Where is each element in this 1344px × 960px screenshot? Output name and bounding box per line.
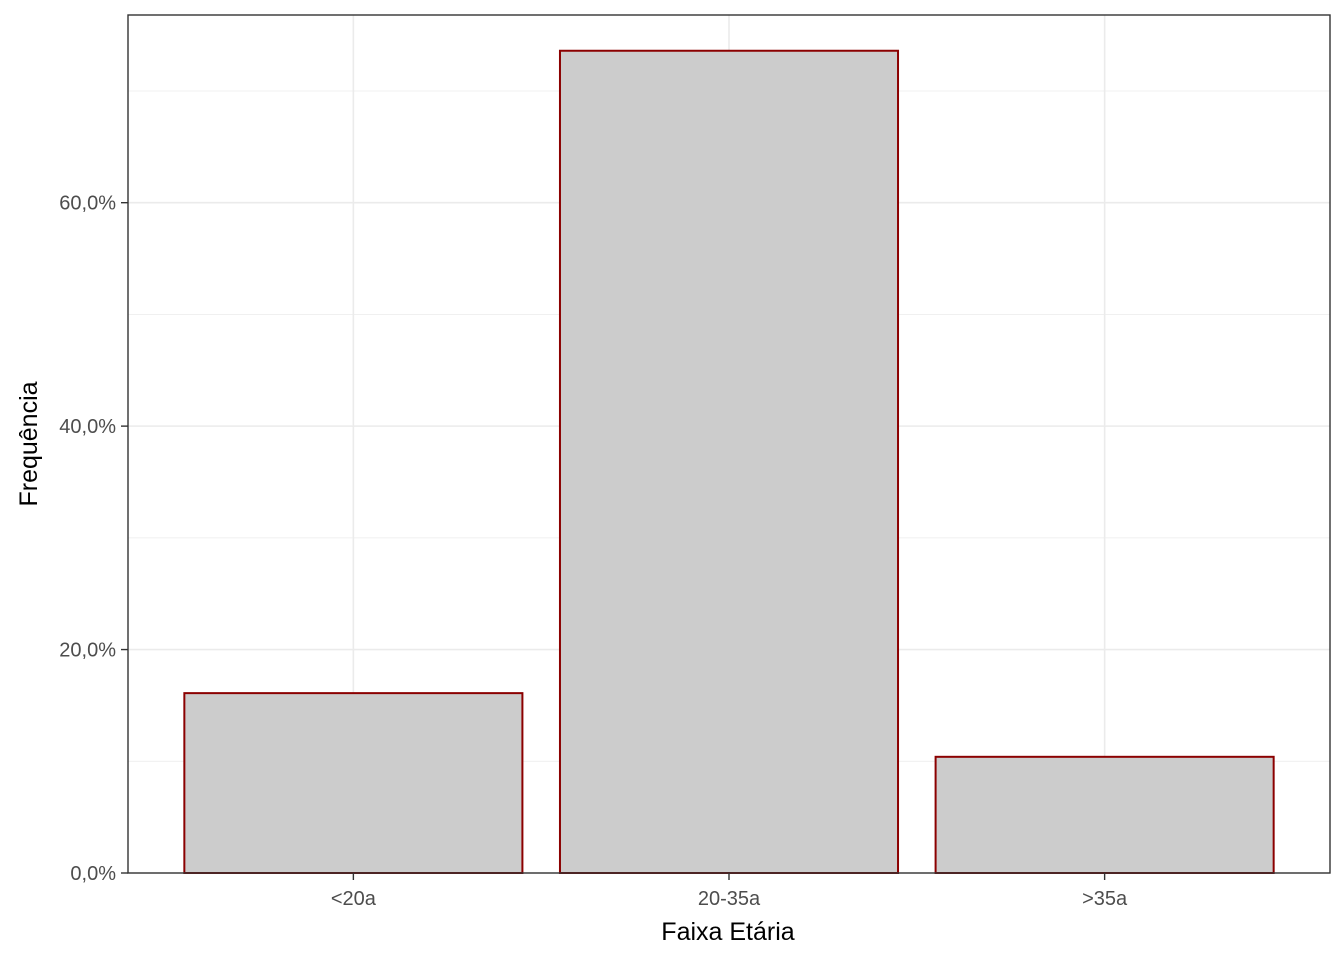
bars xyxy=(183,49,1275,874)
bar-3 xyxy=(934,755,1275,874)
axis-ticks: 0,0% 20,0% 40,0% 60,0% <20a 20-35a >35a xyxy=(59,193,1128,910)
y-tick-label: 20,0% xyxy=(59,640,116,662)
bar-2 xyxy=(558,49,900,874)
x-axis-title: Faixa Etária xyxy=(661,918,794,946)
x-tick-label: 20-35a xyxy=(698,888,761,910)
y-axis-title: Frequência xyxy=(15,381,43,506)
x-tick-label: <20a xyxy=(331,888,377,910)
y-tick-label: 60,0% xyxy=(59,193,116,215)
bar-1 xyxy=(183,692,524,874)
x-tick-label: >35a xyxy=(1082,888,1128,910)
y-tick-label: 40,0% xyxy=(59,416,116,438)
y-tick-label: 0,0% xyxy=(70,863,116,885)
